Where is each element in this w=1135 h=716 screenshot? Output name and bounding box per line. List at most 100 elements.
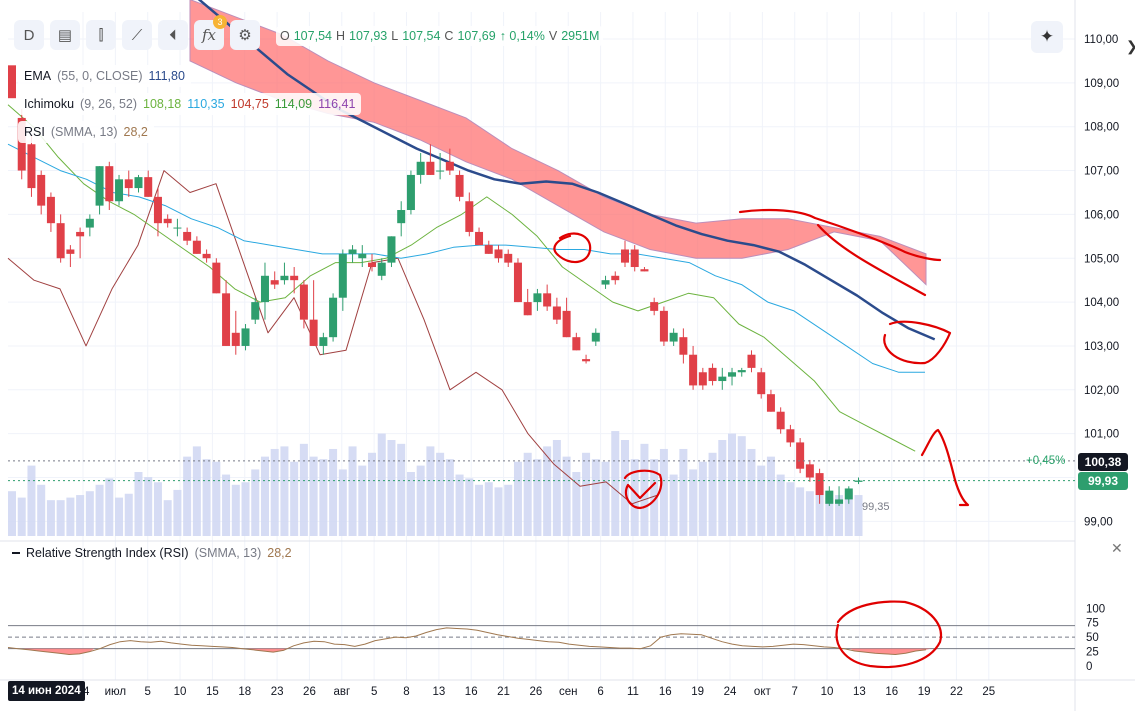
crosshair-date-tag: 14 июн 2024 xyxy=(8,681,85,701)
volume-bar xyxy=(17,497,26,536)
candle-body xyxy=(416,161,425,175)
volume-bar xyxy=(825,497,834,536)
compare-icon[interactable]: ▤ xyxy=(50,20,80,50)
volume-bar xyxy=(338,469,347,536)
volume-bar xyxy=(115,497,124,536)
candle-body xyxy=(591,332,600,342)
candle-body xyxy=(173,227,182,229)
volume-bar xyxy=(397,443,406,536)
sparkle-icon[interactable]: ✦ xyxy=(1031,21,1063,53)
time-tick-label: 25 xyxy=(982,686,995,698)
volume-bar xyxy=(436,452,445,536)
indicators-button[interactable]: fx 3 xyxy=(194,15,227,50)
legend-ichimoku[interactable]: Ichimoku (9, 26, 52) 108,18 110,35 104,7… xyxy=(18,93,362,115)
volume-bar xyxy=(212,461,221,536)
rsi-line xyxy=(7,627,927,655)
candle-body xyxy=(436,170,445,172)
candle-body xyxy=(192,240,201,254)
candle-body xyxy=(513,262,522,303)
volume-bar xyxy=(329,448,338,536)
volume-bar xyxy=(620,440,629,536)
candle-body xyxy=(543,293,552,307)
rsi-tick-label: 100 xyxy=(1086,603,1105,615)
price-tick-label: 110,00 xyxy=(1084,34,1118,46)
volume-bar xyxy=(718,440,727,536)
candle-body xyxy=(494,249,503,259)
volume-bar xyxy=(231,484,240,536)
time-tick-label: 19 xyxy=(918,686,931,698)
candle-body xyxy=(338,253,347,298)
candle-body xyxy=(222,293,231,346)
legend-ema[interactable]: EMA (55, 0, CLOSE) 111,80 xyxy=(18,65,191,87)
volume-value: 2951M xyxy=(561,29,600,43)
volume-bar xyxy=(835,495,844,536)
candle-body xyxy=(290,275,299,281)
volume-bar xyxy=(445,459,454,536)
volume-bar xyxy=(76,495,85,536)
volume-bar xyxy=(815,495,824,536)
volume-bar xyxy=(270,448,279,536)
candle-body xyxy=(484,245,493,254)
interval-button[interactable]: D xyxy=(14,20,44,50)
candles-icon[interactable]: ⫿ xyxy=(86,20,116,50)
candle-body xyxy=(280,275,289,281)
time-tick-label: 11 xyxy=(627,686,639,698)
volume-bar xyxy=(183,456,192,536)
time-tick-label: 16 xyxy=(465,686,478,698)
candle-body xyxy=(698,372,707,386)
volume-bar xyxy=(630,459,639,536)
time-tick-label: 13 xyxy=(432,686,445,698)
price-tick-label: 102,00 xyxy=(1084,385,1119,397)
ichimoku-value-2: 110,35 xyxy=(187,97,225,111)
time-tick-label: июл xyxy=(105,686,127,698)
candle-body xyxy=(426,161,435,175)
rsi-tick-label: 0 xyxy=(1086,661,1092,673)
kijun-line xyxy=(7,104,916,452)
volume-bar xyxy=(747,448,756,536)
candle-body xyxy=(17,117,26,171)
candle-body xyxy=(718,376,727,382)
price-tick-label: 106,00 xyxy=(1084,209,1119,221)
volume-bar xyxy=(251,469,260,536)
close-value: 107,69 xyxy=(457,29,496,43)
price-tick-label: 105,00 xyxy=(1084,253,1119,265)
time-tick-label: 18 xyxy=(238,686,251,698)
candle-body xyxy=(387,236,396,263)
volume-bar xyxy=(728,433,737,536)
volume-bar xyxy=(698,461,707,536)
collapse-icon[interactable] xyxy=(12,552,20,554)
annotation-stroke-0 xyxy=(553,232,592,264)
legend-rsi[interactable]: RSI (SMMA, 13) 28,2 xyxy=(18,121,154,143)
chevron-right-icon[interactable]: ❯ xyxy=(1126,38,1135,55)
volume-bar xyxy=(348,446,357,536)
time-tick-label: 10 xyxy=(174,686,187,698)
candle-body xyxy=(611,275,620,281)
time-tick-label: 5 xyxy=(144,686,150,698)
candle-body xyxy=(650,302,659,311)
close-icon[interactable]: ✕ xyxy=(1111,540,1123,556)
volume-bar xyxy=(134,472,143,536)
volume-bar xyxy=(85,491,94,536)
volume-bar xyxy=(280,446,289,536)
settings-icon[interactable]: ⚙ xyxy=(230,20,260,50)
candle-body xyxy=(85,218,94,228)
candle-body xyxy=(562,310,571,338)
candle-body xyxy=(708,367,717,382)
percent-change-label: +0,45% xyxy=(1026,455,1066,467)
ichimoku-value-3: 104,75 xyxy=(230,97,269,111)
candle-body xyxy=(854,480,863,482)
candle-body xyxy=(241,328,250,346)
volume-bar xyxy=(105,478,114,536)
time-tick-label: 22 xyxy=(950,686,963,698)
candle-body xyxy=(669,332,678,342)
drawing-icon[interactable]: ⟋ xyxy=(122,20,152,50)
time-tick-label: окт xyxy=(754,686,772,698)
candle-body xyxy=(747,354,756,368)
ohlc-readout: O 107,54 H 107,93 L 107,54 C 107,69 ↑ 0,14% … xyxy=(276,26,604,46)
volume-bar xyxy=(611,431,620,536)
replay-icon[interactable]: ⏴ xyxy=(158,20,188,50)
ema-value: 111,80 xyxy=(148,69,185,83)
volume-bar xyxy=(484,482,493,536)
